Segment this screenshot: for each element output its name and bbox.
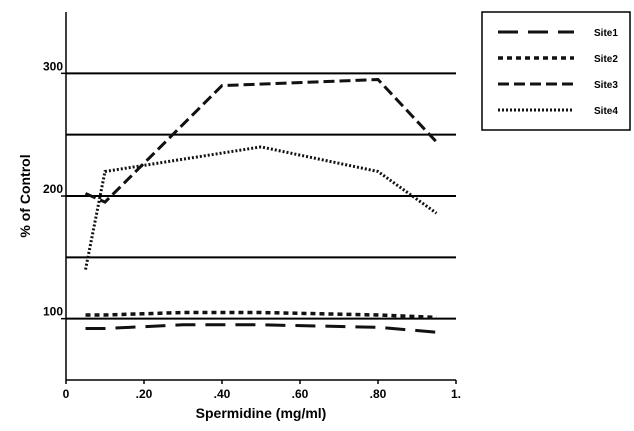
x-tick-label: .40 [214,387,231,401]
tick-labels: 100 200 300 0 .20 .40 .60 .80 1. [43,59,461,401]
legend-label-site3: Site3 [594,80,618,91]
series-line-site3 [84,77,438,204]
series-line-site2 [85,310,437,320]
legend-label-site1: Site1 [594,28,618,39]
gridlines [66,72,456,320]
y-axis-title: % of Control [17,154,33,237]
legend-label-site4: Site4 [594,106,618,117]
x-tick-label: 0 [63,387,70,401]
legend-label-site2: Site2 [594,54,618,65]
plot-series [84,77,438,334]
y-tick-label: 100 [43,305,63,319]
x-axis-title: Spermidine (mg/ml) [196,405,327,421]
series-line-site4 [84,145,438,270]
x-tick-label: .60 [292,387,309,401]
y-tick-label: 200 [43,182,63,196]
series-line-site1 [85,323,437,334]
x-tick-label: 1. [451,387,461,401]
legend: Site1 Site2 Site3 Site4 [481,11,631,131]
x-tick-label: .80 [370,387,387,401]
x-tick-label: .20 [136,387,153,401]
y-tick-label: 300 [43,59,63,73]
